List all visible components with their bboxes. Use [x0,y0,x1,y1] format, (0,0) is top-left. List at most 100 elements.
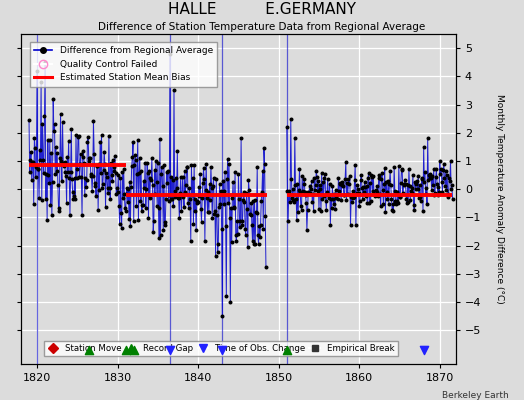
Point [221,169,229,175]
Point [407,190,416,196]
Point [217,188,225,194]
Point [389,208,398,214]
Point [103,185,112,191]
Point [307,186,315,192]
Point [299,188,307,195]
Point [373,189,381,196]
Point [313,174,321,180]
Point [374,193,382,199]
Point [174,195,183,202]
Point [370,190,378,197]
Point [64,168,72,175]
Point [187,238,195,244]
Point [165,198,173,205]
Point [389,200,397,207]
Point [218,313,226,319]
Point [71,196,80,202]
Point [118,169,126,175]
Point [43,136,52,143]
Point [407,188,415,194]
Point [174,195,182,201]
Point [390,164,398,170]
Point [114,172,123,178]
Point [376,191,384,198]
Point [342,158,350,165]
Point [60,159,69,166]
Point [135,170,143,176]
Point [222,293,231,300]
Point [404,199,412,205]
Point [225,215,234,222]
Point [89,117,97,124]
Point [73,166,82,172]
Point [283,188,292,194]
Point [195,193,204,199]
Point [177,174,185,180]
Point [417,197,425,204]
Point [69,196,78,202]
Point [63,154,71,160]
Point [213,249,222,256]
Point [151,191,159,197]
Point [289,186,297,192]
Point [219,178,227,184]
Point [289,197,298,203]
Point [212,176,221,182]
Point [95,161,103,168]
Point [41,59,49,66]
Point [402,196,410,202]
Point [67,169,75,176]
Point [431,189,439,196]
Point [146,174,155,181]
Point [371,192,379,198]
Point [444,191,452,197]
Point [35,195,43,201]
Point [181,189,190,195]
Point [300,176,309,183]
Point [77,174,85,180]
Point [433,180,441,187]
Point [395,194,403,200]
Point [241,198,249,205]
Point [124,186,133,192]
Point [220,200,228,207]
Point [237,134,245,141]
Point [378,187,387,193]
Point [162,168,171,175]
Point [239,188,248,195]
Point [201,186,210,193]
Point [167,174,176,180]
Point [48,212,56,218]
Point [78,212,86,218]
Point [121,205,129,212]
Point [390,187,399,194]
Point [385,201,393,207]
Point [239,196,247,203]
Point [256,222,265,228]
Point [318,170,326,177]
Point [106,196,114,202]
Point [182,164,191,170]
Point [129,218,138,224]
Point [413,178,421,184]
Point [52,143,60,150]
Point [93,163,101,170]
Point [331,205,339,212]
Point [349,195,357,202]
Point [441,182,450,189]
Point [155,205,163,211]
Point [194,198,202,205]
Point [337,179,346,186]
Point [91,180,99,186]
Point [227,205,235,212]
Point [105,133,113,139]
Point [420,179,429,186]
Point [253,164,261,170]
Point [69,188,77,195]
Point [125,179,134,185]
Point [286,198,294,205]
Point [208,185,216,191]
Point [449,196,457,202]
Point [171,194,180,200]
Point [136,155,144,161]
